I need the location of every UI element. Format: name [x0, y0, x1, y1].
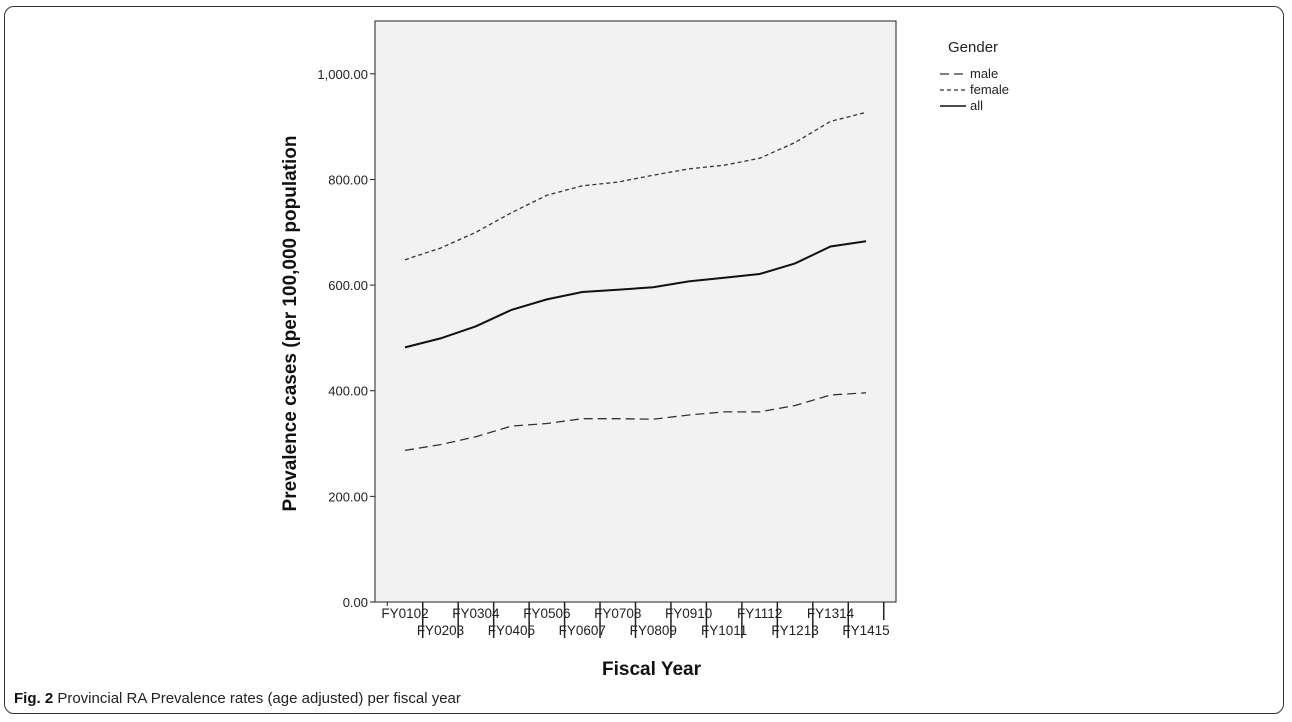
caption-text: Provincial RA Prevalence rates (age adju…: [57, 690, 461, 707]
legend-label-male: male: [970, 66, 998, 81]
series-line-male: [404, 392, 867, 452]
x-tick-label: FY1011: [701, 623, 747, 638]
x-tick-label: FY0506: [523, 606, 570, 621]
x-axis-label: Fiscal Year: [602, 659, 702, 680]
x-tick-label: FY0304: [452, 606, 500, 621]
x-tick-label: FY1112: [737, 606, 782, 621]
series-lines: [404, 111, 867, 452]
y-axis: 0.00 200.00 400.00 600.00 800.00 1,000.00: [317, 67, 375, 610]
x-axis: FY0102 FY0203 FY0304 FY0405 FY0506 FY0607 FY07…: [381, 602, 890, 638]
x-tick-label: FY1415: [842, 623, 889, 638]
legend-label-all: all: [970, 98, 983, 113]
y-tick-label: 1,000.00: [317, 67, 368, 82]
caption-label: Fig. 2: [14, 690, 54, 707]
x-tick-label: FY0203: [417, 623, 464, 638]
legend-label-female: female: [970, 82, 1009, 97]
x-tick-label: FY0809: [630, 623, 677, 638]
x-tick-label: FY1314: [807, 606, 855, 621]
figure-caption: Fig. 2 Provincial RA Prevalence rates (a…: [14, 690, 461, 707]
y-axis-label: Prevalence cases (per 100,000 population: [280, 136, 301, 512]
y-tick-label: 800.00: [328, 172, 368, 187]
plot-area: [374, 20, 897, 603]
series-line-female: [404, 111, 867, 261]
legend-title: Gender: [948, 39, 998, 56]
x-tick-label: FY0910: [665, 606, 712, 621]
x-tick-label: FY0708: [594, 606, 641, 621]
y-tick-label: 0.00: [343, 595, 368, 610]
x-tick-label: FY0102: [381, 606, 428, 621]
y-tick-label: 400.00: [328, 384, 368, 399]
x-tick-label: FY1213: [771, 623, 818, 638]
x-tick-label: FY0405: [488, 623, 535, 638]
series-line-all: [404, 240, 867, 349]
x-tick-label: FY0607: [559, 623, 606, 638]
y-tick-label: 600.00: [328, 278, 368, 293]
y-tick-label: 200.00: [328, 489, 368, 504]
